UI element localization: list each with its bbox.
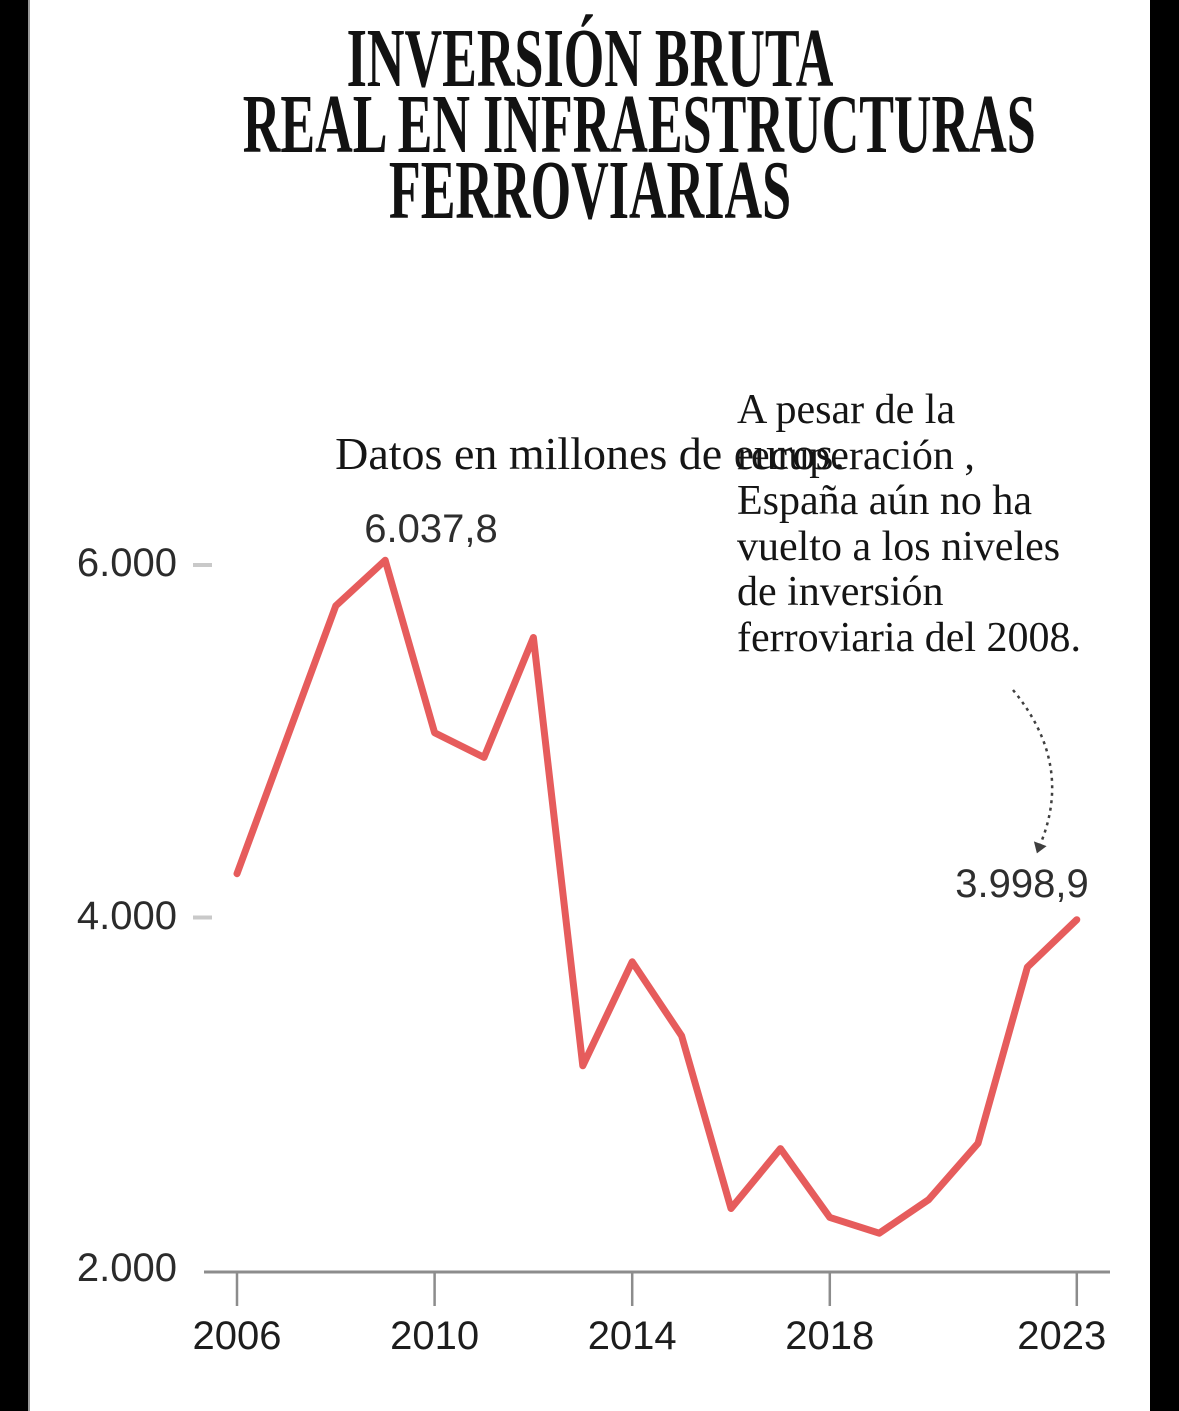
- annotation-line: España aún no ha: [737, 478, 1033, 524]
- chart-title: INVERSIÓN BRUTA REAL EN INFRAESTRUCTURAS…: [242, 12, 1036, 237]
- peak-value-label: 6.037,8: [364, 507, 498, 551]
- annotation-arrowhead-icon: [1033, 841, 1047, 854]
- investment-line-series: [233, 556, 1081, 1237]
- annotation-line: ferroviaria del 2008.: [737, 614, 1082, 661]
- y-axis-dashes: [193, 563, 212, 920]
- annotation-arrow: [1012, 689, 1054, 846]
- y-tick-label-4.000: 4.000: [76, 893, 177, 938]
- annotation-line: de inversión: [737, 569, 944, 615]
- annotation-line: vuelto a los niveles: [737, 523, 1061, 570]
- chart-panel: INVERSIÓN BRUTA REAL EN INFRAESTRUCTURAS…: [30, 0, 1150, 1411]
- annotation-line: A pesar de la: [737, 387, 956, 433]
- chart-subtitle: Datos en millones de euros.: [335, 428, 845, 479]
- x-tick-label-2018: 2018: [785, 1314, 875, 1358]
- chart-title-line1: INVERSIÓN BRUTA: [346, 12, 834, 105]
- x-tick-label-2010: 2010: [390, 1314, 480, 1358]
- x-tick-label-2014: 2014: [587, 1314, 677, 1358]
- y-tick-label-6.000: 6.000: [76, 541, 177, 585]
- right-black-bar: [1150, 0, 1179, 1411]
- x-tick-label-2023: 2023: [1017, 1314, 1107, 1358]
- annotation-line: recuperación ,: [737, 432, 975, 479]
- latest-value-label: 3.998,9: [955, 862, 1089, 906]
- y-tick-label-2.000: 2.000: [76, 1246, 177, 1290]
- chart-title-line3: FERROVIARIAS: [388, 144, 792, 237]
- x-axis-ticks: [235, 1272, 1079, 1306]
- chart-title-line2: REAL EN INFRAESTRUCTURAS: [242, 78, 1036, 171]
- x-tick-label-2006: 2006: [192, 1314, 282, 1358]
- annotation-text: A pesar de la recuperación , España aún …: [737, 387, 1157, 661]
- left-black-bar: [0, 0, 30, 1411]
